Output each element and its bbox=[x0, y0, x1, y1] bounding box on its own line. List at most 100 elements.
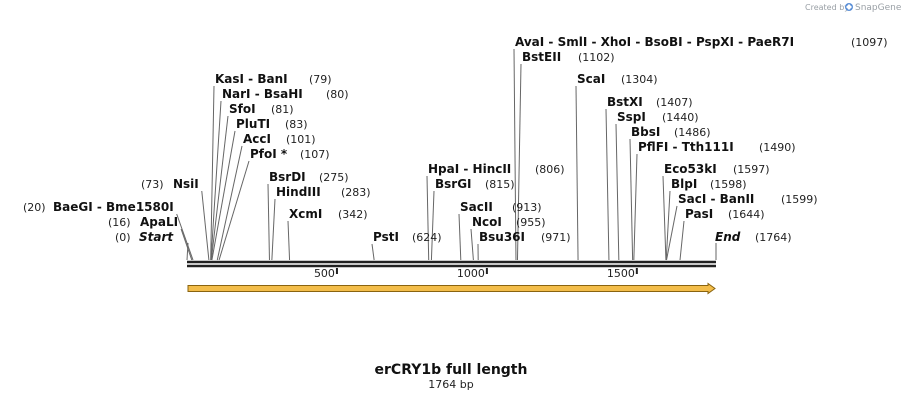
site-enzyme-name[interactable]: PstI bbox=[373, 230, 399, 244]
ruler-tick-label: 1000 bbox=[457, 267, 485, 280]
site-baegi[interactable]: (20) BaeGI - Bme1580I bbox=[23, 200, 174, 214]
site-enzyme-name[interactable]: BaeGI - Bme1580I bbox=[53, 200, 174, 214]
site-enzyme-name[interactable]: Bsu36I bbox=[479, 230, 525, 244]
site-position: (1597) bbox=[733, 163, 770, 176]
site-leader-line bbox=[267, 183, 270, 261]
site-enzyme-name[interactable]: SspI bbox=[617, 110, 646, 124]
site-position: (913) bbox=[512, 201, 542, 214]
site-sfoi[interactable]: SfoI (81) bbox=[229, 102, 294, 116]
site-sacii[interactable]: SacII (913) bbox=[460, 200, 542, 214]
site-enzyme-name[interactable]: PasI bbox=[685, 207, 713, 221]
site-sspi[interactable]: SspI (1440) bbox=[617, 110, 699, 124]
site-enzyme-name[interactable]: BsrDI bbox=[269, 170, 306, 184]
site-leader-line bbox=[470, 228, 474, 261]
site-enzyme-name[interactable]: BlpI bbox=[671, 177, 697, 191]
site-enzyme-name[interactable]: BsrGI bbox=[435, 177, 472, 191]
site-bsrgi[interactable]: BsrGI (815) bbox=[435, 177, 515, 191]
site-enzyme-name[interactable]: PflFI - Tth111I bbox=[638, 140, 734, 154]
site-position: (283) bbox=[341, 186, 371, 199]
site-enzyme-name[interactable]: HpaI - HincII bbox=[428, 162, 511, 176]
site-leader-line bbox=[176, 213, 194, 261]
snapgene-logo-icon bbox=[845, 3, 853, 11]
site-leader-line bbox=[211, 130, 236, 261]
site-hindiii[interactable]: HindIII (283) bbox=[276, 185, 371, 199]
site-leader-line bbox=[516, 63, 522, 261]
site-position: (1599) bbox=[781, 193, 818, 206]
start-label: Start bbox=[139, 230, 174, 244]
site-position: (81) bbox=[271, 103, 294, 116]
site-bsteii[interactable]: BstEII (1102) bbox=[522, 50, 615, 64]
site-position: (16) bbox=[108, 216, 131, 229]
site-bsrdi[interactable]: BsrDI (275) bbox=[269, 170, 349, 184]
site-blpi[interactable]: BlpI (1598) bbox=[671, 177, 747, 191]
site-enzyme-name[interactable]: SfoI bbox=[229, 102, 256, 116]
site-position: (79) bbox=[309, 73, 332, 86]
site-eco53ki[interactable]: Eco53kI (1597) bbox=[664, 162, 770, 176]
site-psti[interactable]: PstI (624) bbox=[373, 230, 442, 244]
site-enzyme-name[interactable]: BbsI bbox=[631, 125, 660, 139]
site-bbsi[interactable]: BbsI (1486) bbox=[631, 125, 711, 139]
site-position: (101) bbox=[286, 133, 316, 146]
site-enzyme-name[interactable]: SacII bbox=[460, 200, 493, 214]
site-position: (1598) bbox=[710, 178, 747, 191]
site-enzyme-name[interactable]: PfoI * bbox=[250, 147, 288, 161]
site-leader-line bbox=[513, 48, 517, 261]
site-enzyme-name[interactable]: NcoI bbox=[472, 215, 502, 229]
site-bsu36i[interactable]: Bsu36I (971) bbox=[479, 230, 571, 244]
site-pluti[interactable]: PluTI (83) bbox=[236, 117, 308, 131]
site-xcmi[interactable]: XcmI (342) bbox=[289, 207, 368, 221]
sequence-name: erCRY1b full length bbox=[375, 362, 528, 378]
site-pasi[interactable]: PasI (1644) bbox=[685, 207, 765, 221]
site-position: (107) bbox=[300, 148, 330, 161]
site-nsii[interactable]: (73) NsiI bbox=[141, 177, 199, 191]
watermark-brand: SnapGene bbox=[855, 3, 902, 13]
site-enzyme-name[interactable]: NarI - BsaHI bbox=[222, 87, 303, 101]
feature-arrow[interactable] bbox=[187, 282, 716, 295]
site-leader-line bbox=[575, 85, 579, 261]
site-enzyme-name[interactable]: ApaLI bbox=[140, 215, 178, 229]
site-bstxi[interactable]: BstXI (1407) bbox=[607, 95, 693, 109]
site-enzyme-name[interactable]: BstXI bbox=[607, 95, 643, 109]
site-saci[interactable]: SacI - BanII (1599) bbox=[678, 192, 818, 206]
site-avai[interactable]: AvaI - SmlI - XhoI - BsoBI - PspXI - Pae… bbox=[515, 35, 888, 49]
site-leader-line bbox=[430, 190, 435, 261]
site-leader-line bbox=[662, 175, 667, 261]
site-leader-line bbox=[633, 153, 638, 261]
cds-feature-arrow[interactable] bbox=[187, 282, 716, 295]
site-enzyme-name[interactable]: AvaI - SmlI - XhoI - BsoBI - PspXI - Pae… bbox=[515, 35, 794, 49]
site-ncoi[interactable]: NcoI (955) bbox=[472, 215, 546, 229]
site-leader-line bbox=[210, 85, 215, 261]
site-leader-line bbox=[666, 205, 678, 261]
site-apali[interactable]: (16) ApaLI bbox=[108, 215, 178, 229]
site-leader-line bbox=[371, 243, 375, 261]
site-enzyme-name[interactable]: HindIII bbox=[276, 185, 321, 199]
site-enzyme-name[interactable]: KasI - BanI bbox=[215, 72, 288, 86]
site-leader-line bbox=[218, 160, 250, 261]
site-position: (275) bbox=[319, 171, 349, 184]
site-enzyme-name[interactable]: BstEII bbox=[522, 50, 561, 64]
site-nari[interactable]: NarI - BsaHI (80) bbox=[222, 87, 349, 101]
site-enzyme-name[interactable]: SacI - BanII bbox=[678, 192, 754, 206]
site-kasi[interactable]: KasI - BanI (79) bbox=[215, 72, 332, 86]
site-acci[interactable]: AccI (101) bbox=[243, 132, 316, 146]
site-leader-line bbox=[287, 220, 291, 261]
end-position: (1764) bbox=[755, 231, 792, 244]
site-enzyme-name[interactable]: Eco53kI bbox=[664, 162, 717, 176]
site-enzyme-name[interactable]: NsiI bbox=[173, 177, 199, 191]
site-pfoi[interactable]: PfoI * (107) bbox=[250, 147, 330, 161]
site-enzyme-name[interactable]: PluTI bbox=[236, 117, 270, 131]
site-scai[interactable]: ScaI (1304) bbox=[577, 72, 658, 86]
site-pflfi[interactable]: PflFI - Tth111I (1490) bbox=[638, 140, 796, 154]
start-position: (0) bbox=[115, 231, 131, 244]
terminus-leader-line bbox=[186, 242, 189, 261]
site-enzyme-name[interactable]: XcmI bbox=[289, 207, 322, 221]
site-position: (73) bbox=[141, 178, 164, 191]
site-position: (20) bbox=[23, 201, 46, 214]
site-leader-line bbox=[458, 213, 462, 261]
site-leader-line bbox=[271, 198, 276, 261]
site-enzyme-name[interactable]: AccI bbox=[243, 132, 271, 146]
site-hpai[interactable]: HpaI - HincII (806) bbox=[428, 162, 565, 176]
site-position: (83) bbox=[285, 118, 308, 131]
site-enzyme-name[interactable]: ScaI bbox=[577, 72, 605, 86]
site-position: (1304) bbox=[621, 73, 658, 86]
